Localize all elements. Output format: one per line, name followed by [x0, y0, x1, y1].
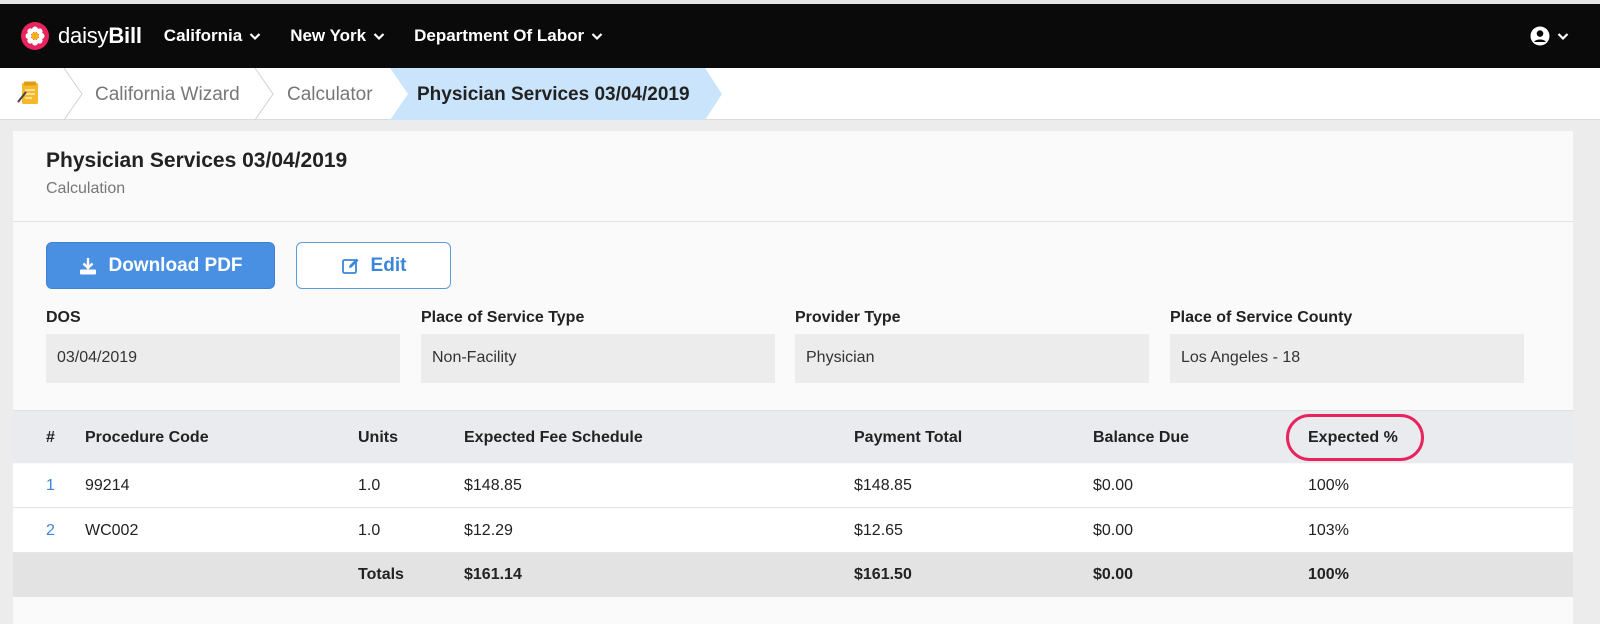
brand-logo[interactable]: daisyBill [20, 21, 142, 51]
notepad-icon[interactable] [16, 80, 42, 108]
field-label-dos: DOS [46, 309, 81, 326]
column-header-number: # [46, 429, 55, 446]
expected-fee-schedule: $12.29 [464, 522, 513, 539]
chevron-down-icon [373, 33, 385, 41]
column-header-procedure-code: Procedure Code [85, 429, 209, 446]
chevron-down-icon [591, 33, 603, 41]
row-number-link[interactable]: 2 [46, 522, 55, 539]
user-circle-icon [1530, 26, 1550, 46]
table-header: # Procedure Code Units Expected Fee Sche… [13, 410, 1573, 463]
field-value-dos: 03/04/2019 [46, 334, 400, 383]
column-header-balance-due: Balance Due [1093, 429, 1190, 446]
breadcrumb: California Wizard Calculator Physician S… [0, 68, 1600, 120]
field-label-place-of-service-type: Place of Service Type [421, 309, 585, 326]
brand-name: daisyBill [58, 23, 142, 48]
download-pdf-button[interactable]: Download PDF [46, 242, 275, 289]
download-icon [80, 257, 97, 274]
edit-label: Edit [370, 254, 407, 276]
expected-percent: 103% [1308, 522, 1349, 539]
breadcrumb-item-calculator[interactable]: Calculator [287, 84, 373, 105]
field-value-place-of-service-county: Los Angeles - 18 [1170, 334, 1524, 383]
column-header-units: Units [358, 429, 398, 446]
totals-balance-due: $0.00 [1093, 566, 1134, 583]
breadcrumb-separators [63, 68, 722, 120]
totals-row: Totals $161.14 $161.50 $0.00 100% [13, 553, 1573, 597]
units: 1.0 [358, 477, 381, 494]
card-header: Physician Services 03/04/2019 Calculatio… [13, 131, 1573, 222]
nav-menu-california[interactable]: California [164, 26, 262, 46]
highlight-annotation [1286, 414, 1424, 461]
nav-menu-label: California [163, 26, 243, 45]
chevron-down-icon [1557, 33, 1569, 41]
daisy-flower-icon [21, 22, 49, 50]
nav-menu-department-of-labor[interactable]: Department Of Labor [414, 26, 604, 46]
procedure-code: 99214 [85, 477, 130, 494]
nav-menu-new-york[interactable]: New York [290, 26, 386, 46]
edit-icon [341, 258, 359, 274]
download-pdf-label: Download PDF [108, 254, 243, 276]
expected-fee-schedule: $148.85 [464, 477, 522, 494]
balance-due: $0.00 [1093, 477, 1134, 494]
table-row: 1 99214 1.0 $148.85 $148.85 $0.00 100% [13, 464, 1573, 508]
field-label-provider-type: Provider Type [795, 309, 901, 326]
top-navbar: daisyBill California New York Department… [0, 0, 1600, 68]
units: 1.0 [358, 522, 381, 539]
edit-button[interactable]: Edit [296, 242, 451, 289]
expected-percent: 100% [1308, 477, 1349, 494]
totals-payment-total: $161.50 [854, 566, 912, 583]
field-value-place-of-service-type: Non-Facility [421, 334, 775, 383]
field-label-place-of-service-county: Place of Service County [1170, 309, 1353, 326]
nav-menu-label: Department Of Labor [414, 26, 585, 45]
procedure-code: WC002 [85, 522, 139, 539]
column-header-payment-total: Payment Total [854, 429, 963, 446]
chevron-down-icon [249, 33, 261, 41]
row-number-link[interactable]: 1 [46, 477, 55, 494]
nav-menu-label: New York [290, 26, 367, 45]
table-row: 2 WC002 1.0 $12.29 $12.65 $0.00 103% [13, 509, 1573, 553]
totals-expected-percent: 100% [1308, 566, 1349, 583]
breadcrumb-item-current: Physician Services 03/04/2019 [417, 84, 690, 105]
calculation-card: Physician Services 03/04/2019 Calculatio… [13, 131, 1573, 624]
payment-total: $148.85 [854, 477, 912, 494]
user-menu[interactable] [1530, 26, 1570, 46]
totals-label: Totals [358, 566, 404, 583]
column-header-expected-fee-schedule: Expected Fee Schedule [464, 429, 643, 446]
page-subtitle: Calculation [46, 180, 126, 197]
totals-expected-fee-schedule: $161.14 [464, 566, 522, 583]
column-header-expected-percent: Expected % [1308, 429, 1398, 446]
page-title: Physician Services 03/04/2019 [46, 149, 348, 172]
balance-due: $0.00 [1093, 522, 1134, 539]
field-value-provider-type: Physician [795, 334, 1149, 383]
breadcrumb-item-california-wizard[interactable]: California Wizard [95, 84, 240, 105]
payment-total: $12.65 [854, 522, 903, 539]
